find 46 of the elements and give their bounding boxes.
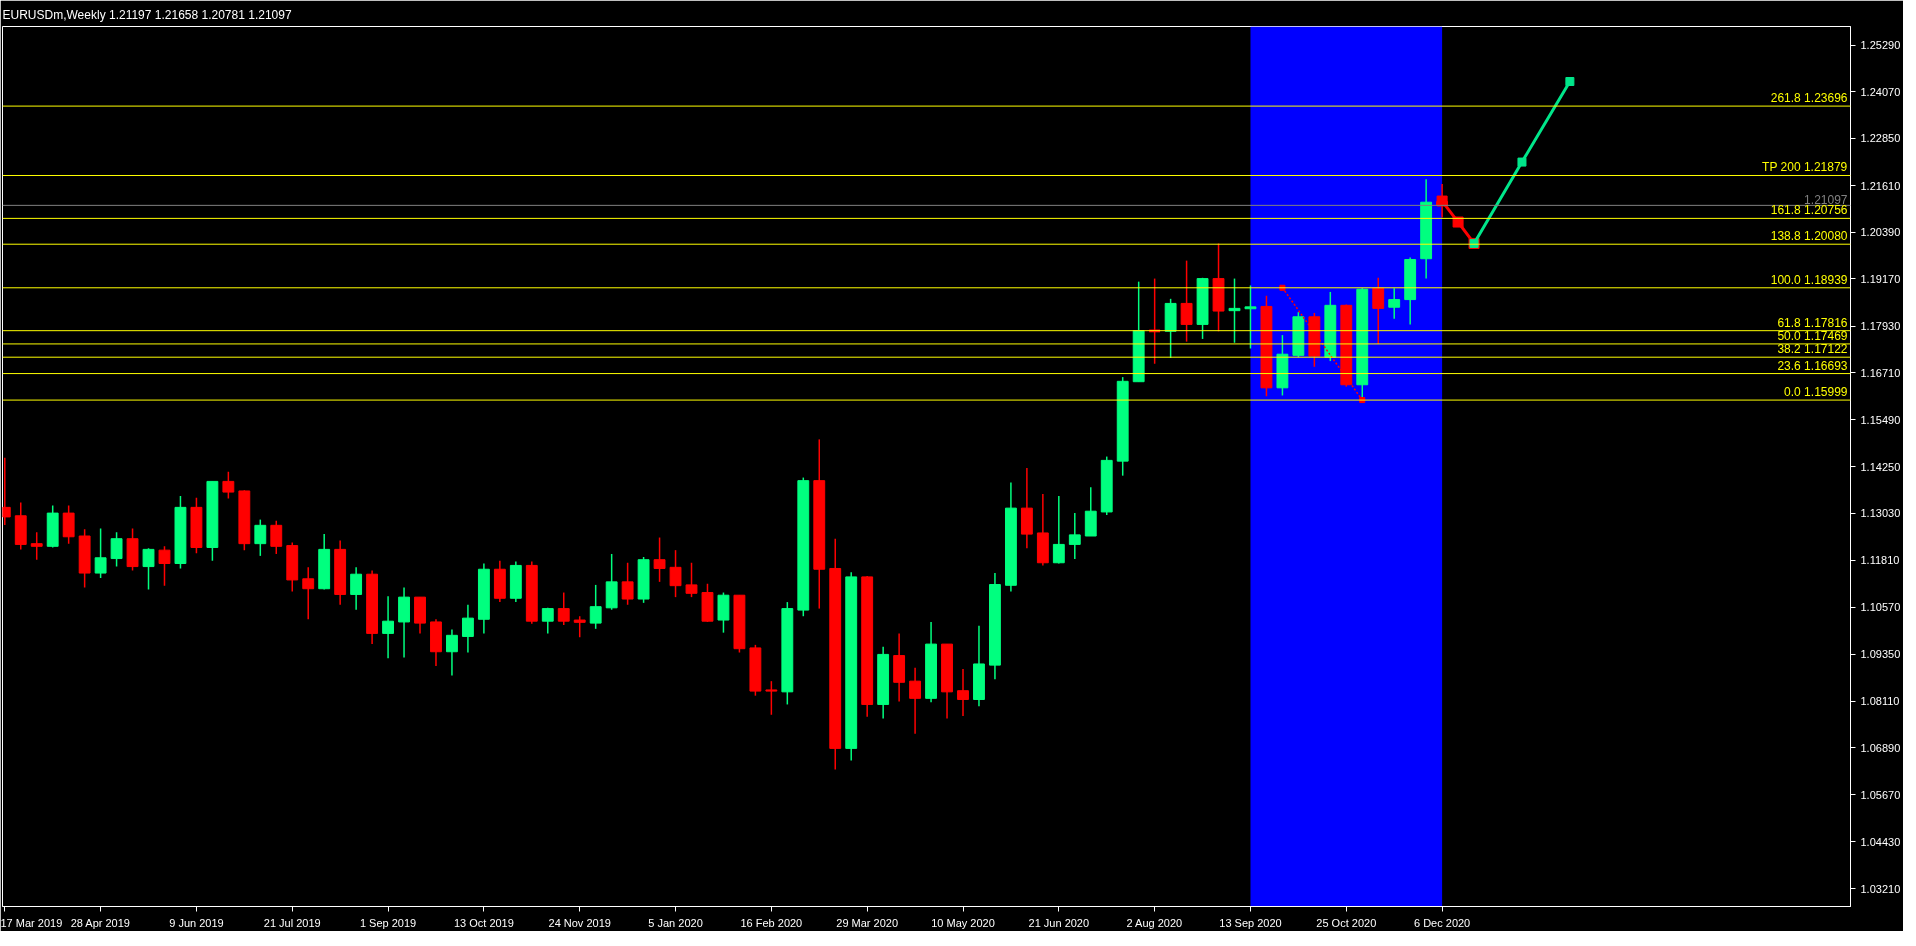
y-tick-label: 1.20390 bbox=[1860, 226, 1901, 239]
ref-line-label: 100.0 1.18939 bbox=[1770, 272, 1848, 287]
x-tick-label: 21 Jun 2020 bbox=[1028, 916, 1090, 929]
x-tick-label: 1 Sep 2019 bbox=[359, 916, 417, 929]
x-tick-label: 2 Aug 2020 bbox=[1126, 916, 1183, 929]
ref-line-label: 138.8 1.20080 bbox=[1770, 229, 1848, 244]
y-tick-label: 1.11810 bbox=[1860, 554, 1900, 567]
y-tick-label: 1.09350 bbox=[1860, 648, 1901, 661]
ref-line-label: 50.0 1.17469 bbox=[1777, 328, 1848, 343]
x-tick-label: 25 Oct 2020 bbox=[1316, 916, 1377, 929]
ref-line-label: 261.8 1.23696 bbox=[1770, 91, 1848, 106]
x-tick-label: 13 Sep 2020 bbox=[1219, 916, 1282, 929]
y-tick-label: 1.03210 bbox=[1860, 882, 1901, 895]
x-tick-label: 5 Jan 2020 bbox=[648, 916, 703, 929]
y-tick-label: 1.13030 bbox=[1860, 507, 1901, 520]
x-tick-label: 21 Jul 2019 bbox=[263, 916, 321, 929]
x-tick-label: 24 Nov 2019 bbox=[548, 916, 611, 929]
y-tick-label: 1.15490 bbox=[1860, 413, 1901, 426]
y-tick-label: 1.17930 bbox=[1860, 320, 1901, 333]
x-tick-label: 9 Jun 2019 bbox=[169, 916, 224, 929]
y-tick-label: 1.21610 bbox=[1860, 179, 1901, 192]
x-tick-label: 10 May 2020 bbox=[931, 916, 995, 929]
x-tick-label: 6 Dec 2020 bbox=[1413, 916, 1471, 929]
y-tick-label: 1.22850 bbox=[1860, 132, 1901, 145]
y-tick-label: 1.16710 bbox=[1860, 366, 1901, 379]
x-tick-label: 29 Mar 2020 bbox=[836, 916, 899, 929]
y-tick-label: 1.04430 bbox=[1860, 835, 1901, 848]
y-tick-label: 1.10570 bbox=[1860, 601, 1901, 614]
y-tick-label: 1.14250 bbox=[1860, 460, 1901, 473]
ref-line-label: 23.6 1.16693 bbox=[1777, 358, 1848, 373]
chart-title: EURUSDm,Weekly 1.21197 1.21658 1.20781 1.21097 bbox=[2, 7, 292, 22]
x-tick-label: 13 Oct 2019 bbox=[453, 916, 514, 929]
ref-line-label: 161.8 1.20756 bbox=[1770, 203, 1848, 218]
x-tick-label: 17 Mar 2019 bbox=[0, 916, 63, 929]
ref-line-label: 0.0 1.15999 bbox=[1784, 385, 1848, 400]
y-tick-label: 1.05670 bbox=[1860, 788, 1901, 801]
ref-line-label: 61.8 1.17816 bbox=[1777, 315, 1848, 330]
x-tick-label: 28 Apr 2019 bbox=[70, 916, 130, 929]
y-tick-label: 1.08110 bbox=[1860, 695, 1900, 708]
ref-line-label: 38.2 1.17122 bbox=[1777, 342, 1848, 357]
x-tick-label: 16 Feb 2020 bbox=[740, 916, 803, 929]
y-tick-label: 1.24070 bbox=[1860, 85, 1901, 98]
ref-line-label: TP 200 1.21879 bbox=[1762, 160, 1848, 175]
y-tick-label: 1.25290 bbox=[1860, 39, 1901, 52]
y-tick-label: 1.19170 bbox=[1860, 272, 1901, 285]
y-tick-label: 1.06890 bbox=[1860, 741, 1901, 754]
